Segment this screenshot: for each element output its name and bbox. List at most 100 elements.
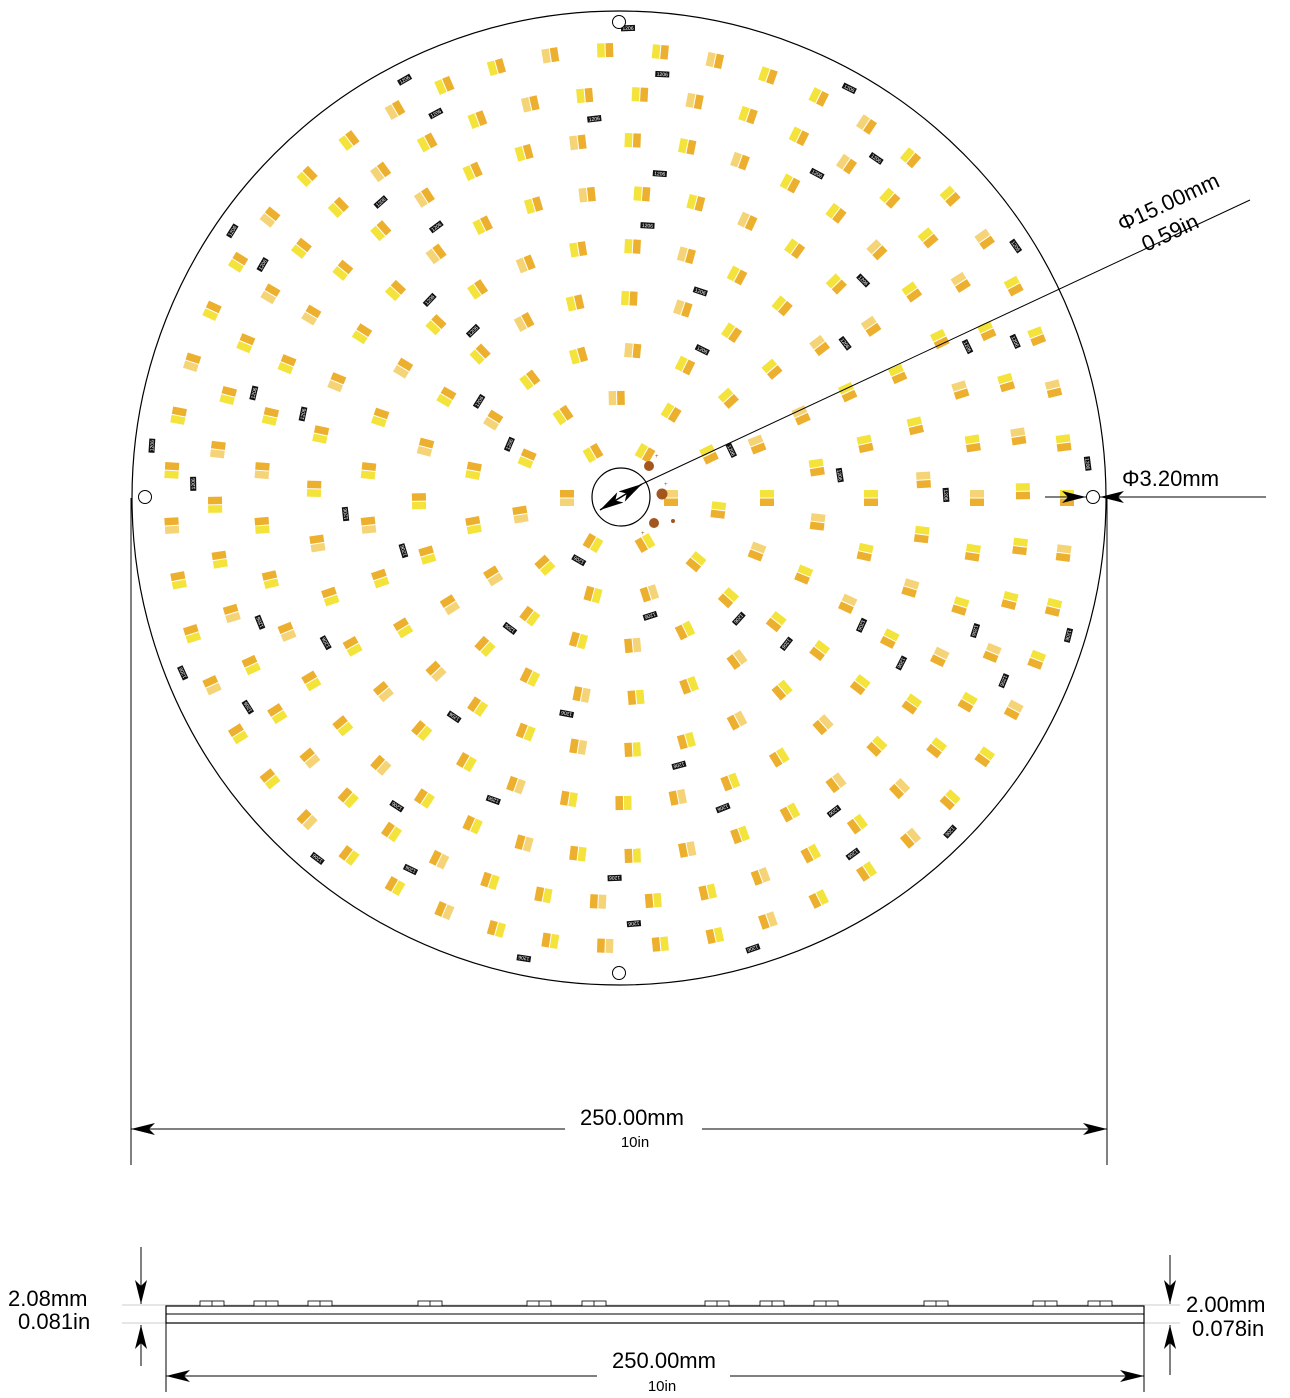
led-chip <box>370 220 392 242</box>
led-chip <box>261 570 280 589</box>
resistor: 1206 <box>571 554 587 567</box>
led-chip <box>964 543 981 562</box>
led-chip <box>929 646 950 668</box>
resistor-label: 1206 <box>839 338 851 351</box>
mount-hole-left <box>138 490 152 504</box>
led-chip <box>982 642 1002 663</box>
led-chip <box>768 747 790 768</box>
led-chip <box>624 132 641 148</box>
resistor-label: 1206 <box>191 478 197 489</box>
resistor-label: 1206 <box>487 794 500 803</box>
led-chip <box>808 889 829 909</box>
led-chip <box>559 790 578 808</box>
resistor-label: 1206 <box>716 802 729 812</box>
resistor: 1206 <box>868 151 884 165</box>
mount-hole-top <box>612 15 626 29</box>
led-chip <box>416 437 435 457</box>
led-chip <box>436 386 457 408</box>
led-chip <box>467 696 489 717</box>
led-chip <box>951 380 970 400</box>
led-chip <box>469 343 491 365</box>
led-chip <box>664 490 678 506</box>
led-chip <box>227 251 249 273</box>
led-chip <box>721 322 743 343</box>
led-chip <box>582 532 604 554</box>
led-chip <box>747 541 767 562</box>
resistor: 1206 <box>559 709 575 718</box>
led-chip <box>370 754 392 776</box>
resistor: 1206 <box>341 506 350 522</box>
led-chip <box>425 660 447 682</box>
led-chip <box>791 405 811 426</box>
led-chip <box>901 578 920 598</box>
led-chip <box>568 346 589 365</box>
led-chip <box>939 789 961 811</box>
resistor: 1206 <box>655 70 670 79</box>
led-chip <box>467 279 489 300</box>
resistor: 1206 <box>254 614 266 630</box>
solder-pad <box>656 488 668 500</box>
resistor-label: 1206 <box>321 636 332 649</box>
resistor-label: 1206 <box>404 864 417 874</box>
solder-pad <box>644 461 654 471</box>
side-width: 250.00mm <box>612 1348 716 1373</box>
resistor-label: 1206 <box>250 387 258 399</box>
led-chip <box>856 434 874 454</box>
led-chip <box>906 416 924 436</box>
solder-pad <box>649 518 659 528</box>
resistor-label: 1206 <box>657 72 669 79</box>
resistor-label: 1206 <box>256 616 266 629</box>
led-chip <box>583 585 603 604</box>
led-chip <box>1027 326 1047 347</box>
resistor: 1206 <box>942 487 950 503</box>
led-chip <box>738 105 758 125</box>
led-chip <box>809 513 826 531</box>
resistor: 1206 <box>692 286 708 297</box>
led-chip <box>864 490 878 506</box>
led-chip <box>434 75 455 95</box>
led-chip <box>879 628 900 649</box>
led-chip <box>624 742 641 758</box>
led-chip <box>771 295 793 317</box>
led-chip <box>254 516 270 534</box>
led-chip <box>678 138 697 155</box>
led-chip <box>519 667 541 687</box>
resistor-label: 1206 <box>300 408 308 420</box>
led-chip <box>565 294 585 312</box>
resistor: 1206 <box>397 73 413 86</box>
led-chip <box>428 849 450 870</box>
led-chip <box>901 693 923 715</box>
led-chip <box>299 747 321 769</box>
led-chip <box>699 444 719 465</box>
led-chip <box>917 227 939 249</box>
led-chip <box>784 238 806 260</box>
led-chip <box>309 534 326 553</box>
solder-pad <box>671 519 675 523</box>
led-chip <box>170 406 187 425</box>
led-chip <box>301 304 322 326</box>
led-chip <box>534 554 556 576</box>
led-chip <box>1015 483 1031 500</box>
led-chip <box>855 114 878 135</box>
led-chip <box>651 44 669 60</box>
led-chip <box>569 134 587 151</box>
led-chip <box>899 147 922 169</box>
led-chip <box>576 87 594 104</box>
resistor-label: 1206 <box>869 153 882 164</box>
led-chip <box>726 649 748 670</box>
led-chip <box>211 550 228 569</box>
resistor: 1206 <box>640 222 655 230</box>
led-chip <box>624 342 642 359</box>
led-chip <box>685 92 704 110</box>
led-chip <box>259 206 281 228</box>
resistor: 1206 <box>809 167 825 180</box>
led-chip <box>624 637 642 654</box>
side-view <box>122 1300 1180 1392</box>
resistor: 1206 <box>148 438 156 453</box>
led-chip <box>371 407 390 428</box>
led-chip <box>855 861 878 882</box>
led-chip <box>674 620 696 641</box>
led-chip <box>327 372 347 393</box>
resistor-label: 1206 <box>696 345 709 355</box>
